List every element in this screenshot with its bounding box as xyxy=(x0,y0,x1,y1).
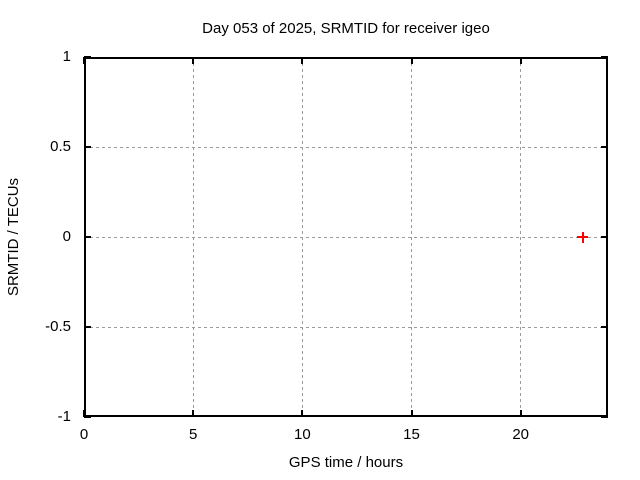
y-tick-label--0.5: -0.5 xyxy=(45,318,71,335)
x-tick-label-10: 10 xyxy=(293,426,311,443)
tick-y-0.5-right xyxy=(601,146,608,148)
x-tick-label-5: 5 xyxy=(188,426,198,443)
gridline-y-0.5 xyxy=(84,146,608,148)
tick-y-0-right xyxy=(601,236,608,238)
y-tick-label-1: 1 xyxy=(62,48,71,65)
tick-y-0-left xyxy=(84,236,91,238)
tick-y--1-left xyxy=(84,416,91,418)
tick-x-20-top xyxy=(519,57,522,64)
plot-area: 0 5 10 15 20 -1 -0.5 0 0.5 1 xyxy=(45,49,608,443)
gridline-y--0.5 xyxy=(84,326,608,328)
data-point-marker xyxy=(577,231,589,243)
tick-y--0.5-right xyxy=(601,326,608,328)
tick-x-5-top xyxy=(192,57,195,64)
tick-y-1-right xyxy=(601,56,608,58)
tick-x-15-top xyxy=(410,57,413,64)
chart-title: Day 053 of 2025, SRMTID for receiver ige… xyxy=(202,20,490,37)
y-tick-label-0: 0 xyxy=(62,228,71,245)
tick-y--0.5-left xyxy=(84,326,91,328)
tick-y-0.5-left xyxy=(84,146,91,148)
y-tick-label--1: -1 xyxy=(57,408,71,425)
x-axis-label: GPS time / hours xyxy=(288,454,404,471)
tick-x-5-bottom xyxy=(192,410,195,417)
x-tick-label-20: 20 xyxy=(512,426,529,443)
x-tick-label-15: 15 xyxy=(403,426,420,443)
gridline-y-0 xyxy=(84,236,608,238)
y-tick-label-0.5: 0.5 xyxy=(50,138,71,155)
tick-y--1-right xyxy=(601,416,608,418)
tick-y-1-left xyxy=(84,56,91,58)
tick-x-15-bottom xyxy=(410,410,413,417)
tick-x-10-bottom xyxy=(301,410,304,417)
marker-bar-vertical xyxy=(581,231,584,243)
x-tick-label-0: 0 xyxy=(79,426,89,443)
tick-x-10-top xyxy=(301,57,304,64)
tick-x-0-top xyxy=(83,57,85,64)
tick-x-20-bottom xyxy=(519,410,522,417)
